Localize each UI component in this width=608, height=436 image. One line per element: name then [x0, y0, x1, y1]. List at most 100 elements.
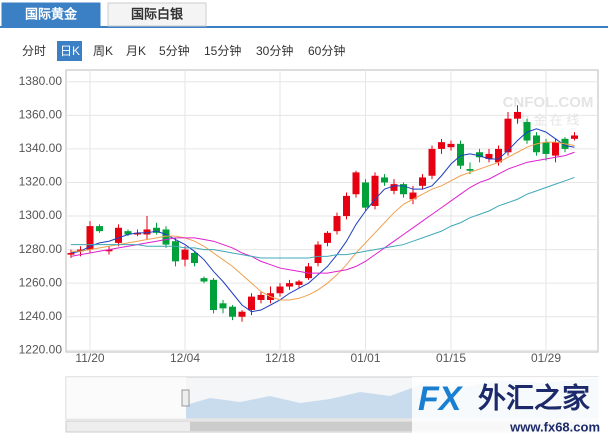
- candle-body: [238, 311, 246, 317]
- ma-line: [71, 141, 575, 301]
- x-tick-label: 01/29: [531, 351, 561, 365]
- candle-body: [86, 226, 94, 250]
- candle-body: [200, 278, 208, 282]
- candle-body: [466, 169, 474, 171]
- candle-body: [276, 286, 284, 294]
- candle-body: [523, 122, 531, 141]
- y-tick-label: 1220.00: [19, 342, 63, 356]
- navigator-mask: [66, 377, 186, 419]
- y-tick-label: 1300.00: [19, 208, 63, 222]
- candle-body: [552, 142, 559, 156]
- candle-body: [390, 184, 398, 191]
- candle-body: [457, 143, 464, 166]
- period-label[interactable]: 5分钟: [159, 43, 190, 58]
- plot-frame: [65, 69, 599, 353]
- candle-body: [504, 118, 512, 153]
- candle-body: [314, 244, 322, 264]
- period-button[interactable]: [253, 41, 297, 61]
- period-label[interactable]: 周K: [93, 44, 113, 58]
- period-button[interactable]: [19, 41, 49, 61]
- tab-label[interactable]: 国际白银: [131, 6, 184, 21]
- candle-body: [485, 153, 493, 159]
- candle-body: [134, 232, 141, 235]
- x-tick-label: 12/18: [265, 351, 295, 365]
- candle-body: [295, 281, 303, 285]
- candle-body: [400, 184, 407, 195]
- x-tick-label: 01/01: [350, 351, 380, 365]
- tab-label[interactable]: 国际黄金: [25, 6, 78, 21]
- period-button[interactable]: [305, 41, 349, 61]
- candle-body: [362, 182, 369, 208]
- candle-body: [438, 142, 445, 149]
- y-tick-label: 1240.00: [19, 309, 63, 323]
- period-button[interactable]: [201, 41, 245, 61]
- period-button[interactable]: [57, 41, 82, 61]
- candle-body: [371, 175, 379, 206]
- candle-body: [447, 143, 455, 148]
- tab[interactable]: [107, 2, 207, 27]
- candle-body: [153, 227, 160, 233]
- candle-body: [542, 142, 550, 154]
- candle-body: [115, 227, 122, 243]
- candle-body: [286, 283, 293, 287]
- y-tick-label: 1380.00: [19, 74, 63, 88]
- y-tick-label: 1340.00: [19, 141, 63, 155]
- ma-line: [71, 176, 575, 259]
- candle-body: [124, 231, 132, 235]
- candle-body: [181, 249, 189, 260]
- period-button[interactable]: [90, 41, 115, 61]
- candle-body: [191, 252, 198, 264]
- candle-body: [476, 152, 483, 158]
- period-label[interactable]: 15分钟: [204, 43, 241, 58]
- candle-body: [143, 229, 151, 235]
- period-label[interactable]: 日K: [60, 44, 80, 58]
- y-tick-label: 1320.00: [19, 175, 63, 189]
- candle-body: [495, 148, 502, 163]
- candle-body: [105, 249, 113, 252]
- candle-body: [305, 266, 312, 279]
- x-tick-label: 01/15: [436, 351, 466, 365]
- period-button[interactable]: [123, 41, 148, 61]
- scrollbar-thumb[interactable]: [190, 422, 590, 431]
- candle-body: [162, 229, 170, 245]
- period-button[interactable]: [156, 41, 193, 61]
- ma-line: [70, 151, 575, 274]
- x-tick-label: 11/20: [75, 351, 104, 365]
- candle-body: [419, 177, 426, 186]
- candle-body: [96, 226, 103, 232]
- logo-bg: [412, 377, 608, 436]
- candle-body: [219, 303, 227, 309]
- period-label[interactable]: 60分钟: [308, 43, 345, 58]
- navigator-handle[interactable]: [181, 389, 190, 407]
- candle-body: [428, 148, 436, 176]
- candle-body: [571, 135, 578, 139]
- ma-line: [70, 128, 575, 313]
- y-tick-label: 1280.00: [19, 242, 63, 256]
- period-label[interactable]: 分时: [22, 44, 46, 58]
- candle-body: [210, 279, 217, 311]
- candle-body: [409, 192, 417, 200]
- tab[interactable]: [1, 2, 101, 27]
- watermark-subtitle: 中 金 在 线: [517, 112, 580, 127]
- candle-body: [333, 216, 341, 232]
- logo-url: www.fx68.com: [509, 419, 600, 434]
- x-tick-label: 12/04: [170, 351, 200, 365]
- candle-body: [229, 306, 236, 317]
- candle-body: [257, 294, 265, 300]
- y-tick-label: 1360.00: [19, 107, 63, 121]
- period-label[interactable]: 月K: [126, 44, 146, 58]
- candle-body: [248, 296, 255, 311]
- candle-body: [514, 111, 521, 119]
- candle-body: [352, 172, 360, 195]
- y-tick-label: 1260.00: [19, 275, 63, 289]
- watermark-title: CNFOL.COM: [503, 94, 594, 111]
- candle-body: [381, 177, 388, 183]
- candle-body: [324, 232, 331, 243]
- candle-body: [343, 195, 350, 217]
- logo-brand: FX: [418, 380, 464, 418]
- candle-body: [77, 249, 84, 252]
- period-label[interactable]: 30分钟: [256, 43, 293, 58]
- logo-name: 外汇之家: [478, 381, 590, 413]
- candle-body: [67, 252, 75, 255]
